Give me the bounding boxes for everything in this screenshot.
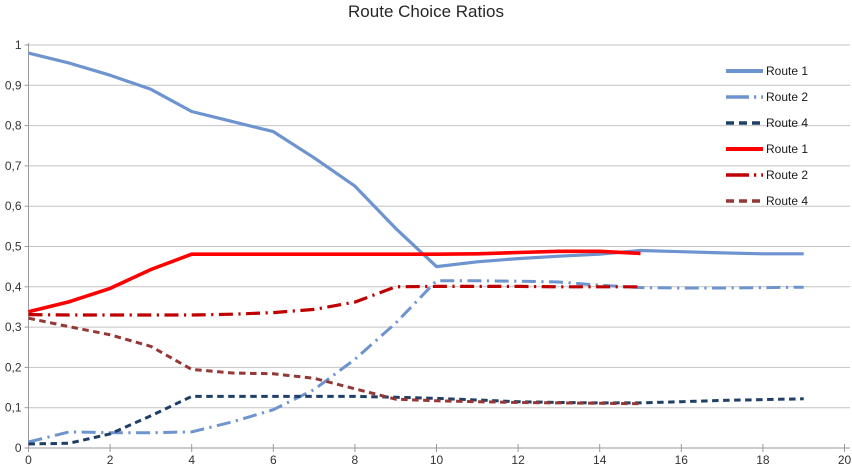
x-tick-label: 10 <box>430 453 444 467</box>
legend-label: Route 2 <box>766 168 809 182</box>
axes <box>28 43 850 449</box>
x-tick-label: 18 <box>756 453 770 467</box>
series-blue-route-4 <box>28 394 804 446</box>
x-tick-label: 12 <box>511 453 525 467</box>
x-tick-label: 20 <box>838 453 852 467</box>
legend-item-blue-route-1: Route 1 <box>726 58 808 84</box>
x-tick-label: 16 <box>675 453 689 467</box>
legend-item-red-route-1: Route 1 <box>726 136 808 162</box>
legend-marker-blue-route-1 <box>726 69 763 73</box>
x-tick-label: 6 <box>270 453 277 467</box>
y-tick-label: 0,2 <box>5 360 22 374</box>
series-blue-route-1 <box>28 51 804 269</box>
x-tick-label: 4 <box>188 453 195 467</box>
chart-legend: Route 1 Route 2 Route 4 Route 1 Route 2 Route… <box>726 58 808 214</box>
y-tick-label: 1 <box>15 38 22 52</box>
legend-marker-red-route-4 <box>726 199 763 203</box>
legend-label: Route 4 <box>766 194 809 208</box>
x-tick-label: 0 <box>25 453 32 467</box>
legend-item-red-route-2: Route 2 <box>726 162 808 188</box>
legend-label: Route 1 <box>766 64 809 78</box>
y-tick-label: 0,7 <box>5 159 22 173</box>
series-red-route-2 <box>28 284 641 317</box>
chart-title: Route Choice Ratios <box>348 2 504 21</box>
x-tick-label: 8 <box>352 453 359 467</box>
x-tick-label: 14 <box>593 453 607 467</box>
y-tick-label: 0,1 <box>5 401 22 415</box>
y-tick-label: 0,4 <box>5 280 22 294</box>
legend-marker-red-route-2 <box>726 173 763 177</box>
legend-item-blue-route-4: Route 4 <box>726 110 808 136</box>
series-blue-route-2 <box>28 279 804 444</box>
legend-item-red-route-4: Route 4 <box>726 188 808 214</box>
y-tick-label: 0,5 <box>5 240 22 254</box>
y-tick-label: 0,9 <box>5 78 22 92</box>
legend-label: Route 4 <box>766 116 809 130</box>
series-red-route-1 <box>28 249 641 314</box>
legend-marker-blue-route-4 <box>726 121 763 125</box>
y-tick-label: 0,3 <box>5 320 22 334</box>
tick-marks <box>24 44 845 452</box>
legend-label: Route 2 <box>766 90 809 104</box>
legend-marker-red-route-1 <box>726 147 763 151</box>
y-tick-label: 0 <box>15 441 22 455</box>
legend-marker-blue-route-2 <box>726 95 763 99</box>
legend-label: Route 1 <box>766 142 809 156</box>
tick-labels: 00,10,20,30,40,50,60,70,80,910 2 4 6 8 10 12 14… <box>5 38 852 467</box>
series-red-route-4 <box>28 316 641 406</box>
legend-item-blue-route-2: Route 2 <box>726 84 808 110</box>
x-tick-label: 2 <box>107 453 114 467</box>
y-tick-label: 0,6 <box>5 199 22 213</box>
y-tick-label: 0,8 <box>5 119 22 133</box>
